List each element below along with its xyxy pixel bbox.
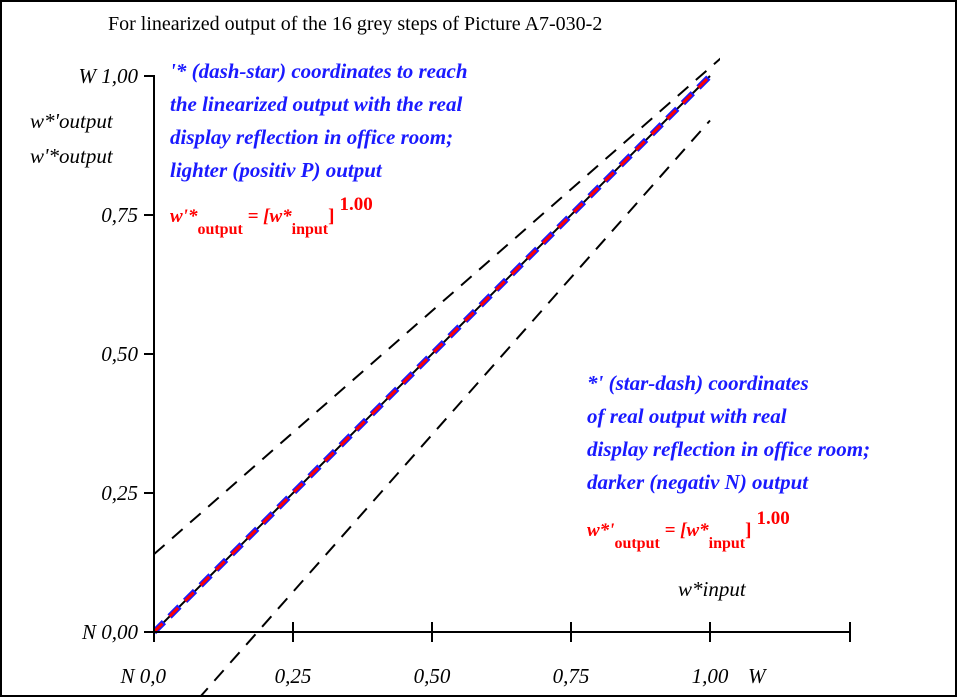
lower-formula: w*'output = [w*input]1.00: [587, 508, 790, 552]
series-line-4: [154, 57, 720, 555]
lower-note-line-2: of real output with real: [587, 404, 787, 428]
y-label-line3: w'*output: [30, 144, 114, 168]
x-tick-label-2: 0,50: [414, 664, 451, 688]
y-label-line2: w*'output: [30, 109, 114, 133]
y-tick-label-0: N 0,00: [81, 620, 139, 644]
lower-note-line-1: *' (star-dash) coordinates: [587, 371, 809, 395]
chart-title: For linearized output of the 16 grey ste…: [108, 13, 602, 35]
lower-note: *' (star-dash) coordinates of real outpu…: [587, 371, 870, 494]
x-tick-label-3: 0,75: [553, 664, 590, 688]
series-line-1: [154, 75, 711, 633]
x-tick-label-1: 0,25: [275, 664, 312, 688]
upper-formula-lhs: w'*output = [w*input]1.00: [170, 194, 373, 238]
upper-note-line-3: display reflection in office room;: [170, 125, 453, 149]
axis-ticks: N 0,00 0,25 0,50 0,75 W 1,00 N 0,0 0,25 0,50 0,7…: [79, 64, 851, 688]
x-tick-label-4: 1,00: [692, 664, 729, 688]
y-tick-label-4: W 1,00: [79, 64, 139, 88]
series-line-5: [198, 119, 711, 697]
upper-formula: w'*output = [w*input]1.00: [170, 194, 373, 238]
upper-note: '* (dash-star) coordinates to reach the …: [170, 59, 468, 182]
x-tick-label-0: N 0,0: [119, 664, 166, 688]
lower-note-line-4: darker (negativ N) output: [587, 470, 809, 494]
y-tick-label-1: 0,25: [101, 481, 138, 505]
x-axis-label: w*input: [678, 577, 747, 601]
lower-note-line-3: display reflection in office room;: [587, 437, 870, 461]
upper-note-line-2: the linearized output with the real: [170, 92, 462, 116]
upper-note-line-4: lighter (positiv P) output: [170, 158, 383, 182]
upper-note-line-1: '* (dash-star) coordinates to reach: [170, 59, 468, 83]
plot-lines: [154, 57, 720, 697]
y-tick-label-2: 0,50: [101, 342, 138, 366]
y-tick-label-3: 0,75: [101, 203, 138, 227]
lower-formula-lhs: w*'output = [w*input]1.00: [587, 508, 790, 552]
x-axis-suffix: W: [748, 664, 768, 688]
